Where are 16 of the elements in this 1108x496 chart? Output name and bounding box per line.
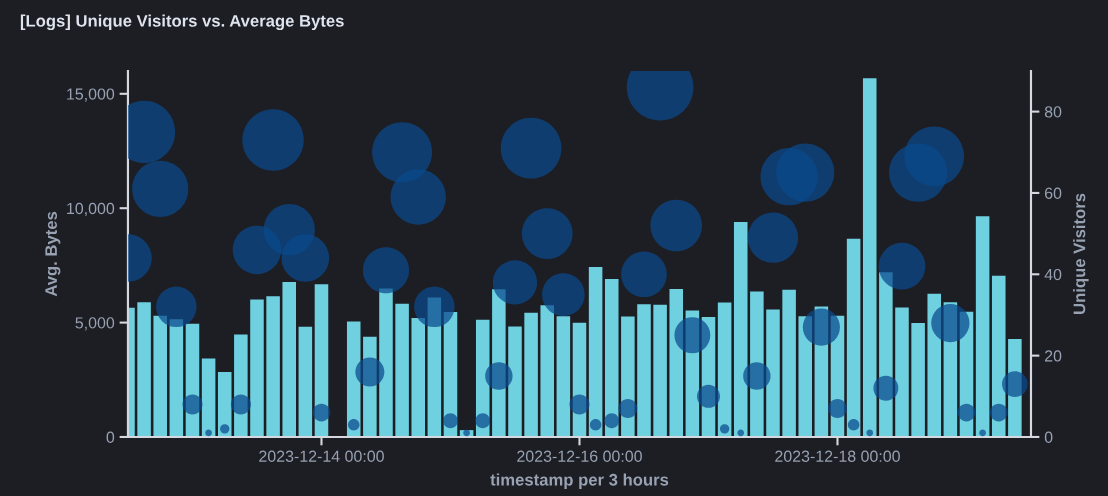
- y2-tick-label: 0: [1044, 431, 1053, 443]
- y2-tick-label: 60: [1045, 187, 1062, 199]
- y2-axis-title: Unique Visitors: [1073, 193, 1089, 314]
- x-tick-label: 2023-12-14 00:00: [259, 450, 384, 462]
- y-tick-label: 0: [106, 431, 115, 443]
- y2-tick-label: 20: [1044, 350, 1062, 362]
- x-tick-label: 2023-12-18 00:00: [775, 450, 900, 462]
- y-axis-title: Avg. Bytes: [45, 211, 61, 297]
- x-axis-title: timestamp per 3 hours: [490, 473, 669, 489]
- y-tick-label: 15,000: [67, 88, 115, 102]
- y2-tick-label: 80: [1044, 106, 1062, 118]
- chart-title: [Logs] Unique Visitors vs. Average Bytes: [20, 14, 344, 31]
- x-tick-label: 2023-12-16 00:00: [517, 450, 642, 462]
- y-tick-label: 10,000: [67, 202, 115, 217]
- y2-tick-label: 40: [1044, 268, 1062, 281]
- y-tick-label: 5,000: [75, 317, 115, 331]
